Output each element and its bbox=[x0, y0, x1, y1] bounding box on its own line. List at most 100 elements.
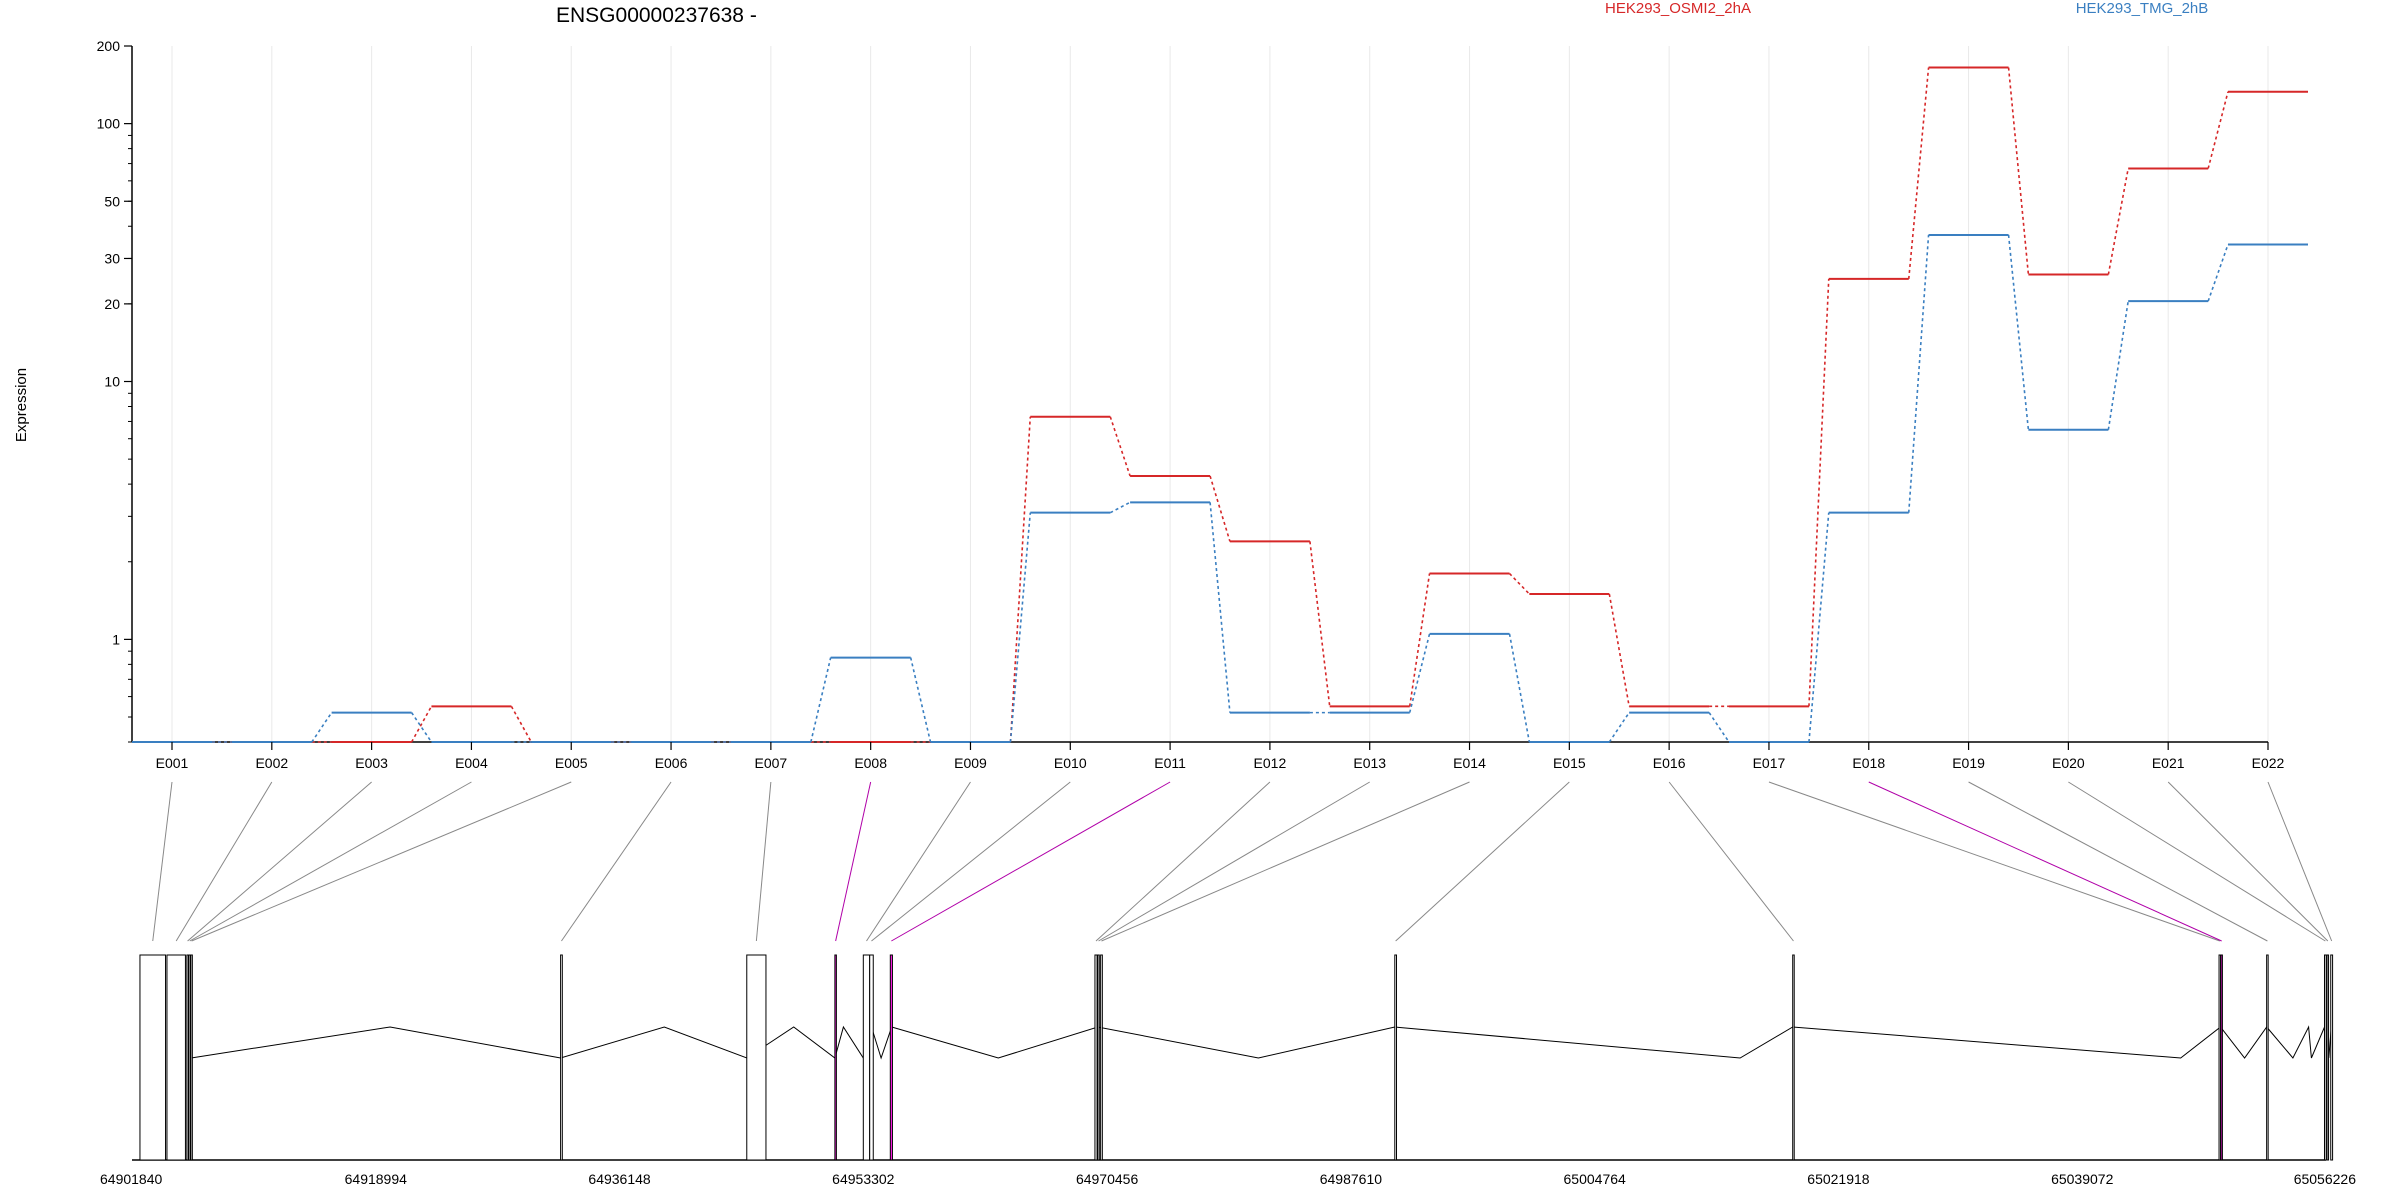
transition-line bbox=[2207, 244, 2229, 302]
genomic-coordinate-label: 64936148 bbox=[588, 1171, 651, 1187]
transition-line bbox=[1608, 593, 1630, 707]
vertical-grid bbox=[171, 46, 2269, 742]
connector-e010 bbox=[871, 781, 1071, 942]
transition-line bbox=[1109, 416, 1131, 477]
exon-label-e022: E022 bbox=[2252, 755, 2285, 771]
exon-box-e020 bbox=[2323, 954, 2327, 1161]
exon-box-e007 bbox=[746, 954, 767, 1161]
transition-line bbox=[2207, 91, 2229, 169]
gene-model bbox=[132, 954, 2334, 1161]
transition-line bbox=[1708, 712, 1730, 743]
exon-label-e004: E004 bbox=[455, 755, 488, 771]
genomic-coordinate-label: 65039072 bbox=[2051, 1171, 2114, 1187]
exon-box-e021 bbox=[2326, 954, 2330, 1161]
transition-line bbox=[1808, 278, 1830, 707]
transition-line bbox=[2007, 67, 2030, 275]
connector-e002 bbox=[175, 781, 273, 942]
chart-title: ENSG00000237638 - bbox=[556, 4, 757, 27]
exon-box-e012 bbox=[1094, 954, 1098, 1161]
y-tick-label: 1 bbox=[112, 631, 120, 647]
connector-e006 bbox=[561, 781, 672, 942]
transition-line bbox=[909, 657, 932, 743]
transition-line bbox=[1508, 633, 1531, 743]
exon-label-e013: E013 bbox=[1353, 755, 1386, 771]
exon-labels: E001 E002 E003 E004 E005 E006 E007 E008 E009 E010… bbox=[156, 742, 2285, 771]
exon-box-e010 bbox=[869, 954, 874, 1161]
exon-box-e015 bbox=[1394, 954, 1398, 1161]
series-1 bbox=[132, 66, 2308, 743]
connector-e017 bbox=[1768, 781, 2220, 942]
exon-box-e001 bbox=[139, 954, 167, 1161]
transition-line bbox=[410, 705, 433, 743]
transition-line bbox=[1209, 475, 1231, 542]
transition-line bbox=[1209, 502, 1231, 713]
connector-e005 bbox=[191, 781, 572, 942]
exon-label-e021: E021 bbox=[2152, 755, 2185, 771]
exon-box-e009 bbox=[862, 954, 871, 1161]
exon-box-e018 bbox=[2220, 954, 2223, 1161]
genomic-coordinate-label: 64953302 bbox=[832, 1171, 895, 1187]
y-tick-label: 10 bbox=[104, 374, 120, 390]
connector-e016 bbox=[1668, 781, 1794, 942]
genomic-coordinate-label: 64970456 bbox=[1076, 1171, 1139, 1187]
connector-e007 bbox=[755, 781, 772, 942]
exon-box-e022 bbox=[2330, 954, 2334, 1161]
exon-label-e012: E012 bbox=[1254, 755, 1287, 771]
exon-label-e005: E005 bbox=[555, 755, 588, 771]
transition-line bbox=[810, 657, 832, 743]
exon-box-e017 bbox=[2218, 954, 2222, 1161]
transition-line bbox=[1808, 512, 1830, 743]
transition-line bbox=[1009, 416, 1032, 743]
series-2 bbox=[132, 233, 2308, 743]
y-tick-label: 20 bbox=[104, 296, 120, 312]
transition-line bbox=[1309, 541, 1331, 707]
transition-line bbox=[1907, 67, 1930, 279]
legend-entry-osmi2: HEK293_OSMI2_2hA bbox=[1605, 0, 1751, 17]
y-axis-label: Expression bbox=[13, 368, 30, 442]
exon-label-e009: E009 bbox=[954, 755, 987, 771]
exon-box-e013 bbox=[1097, 954, 1100, 1161]
genomic-coordinate-label: 65004764 bbox=[1564, 1171, 1627, 1187]
y-tick-label: 100 bbox=[97, 116, 121, 132]
exon-connectors bbox=[152, 781, 2333, 942]
genomic-coordinate-label: 64987610 bbox=[1320, 1171, 1383, 1187]
y-tick-label: 50 bbox=[104, 193, 120, 209]
connector-e015 bbox=[1395, 781, 1570, 942]
genomic-coordinate-label: 64901840 bbox=[100, 1171, 163, 1187]
exon-label-e008: E008 bbox=[854, 755, 887, 771]
transition-line bbox=[311, 712, 333, 743]
connector-e022 bbox=[2267, 781, 2333, 942]
transition-line bbox=[1408, 633, 1431, 713]
connector-e011 bbox=[891, 781, 1171, 942]
transition-line bbox=[1408, 573, 1431, 707]
exon-label-e002: E002 bbox=[255, 755, 288, 771]
genomic-coordinate-label: 64918994 bbox=[345, 1171, 408, 1187]
exon-box-e004 bbox=[188, 954, 191, 1161]
transition-line bbox=[2107, 168, 2129, 275]
exon-label-e011: E011 bbox=[1154, 755, 1186, 771]
y-tick-label: 30 bbox=[104, 250, 120, 266]
connector-e013 bbox=[1098, 781, 1370, 942]
exon-label-e007: E007 bbox=[755, 755, 788, 771]
exon-box-e002 bbox=[166, 954, 186, 1161]
exon-label-e020: E020 bbox=[2052, 755, 2085, 771]
connector-e004 bbox=[189, 781, 472, 942]
connector-e001 bbox=[152, 781, 173, 942]
genomic-coordinates: 64901840 64918994 64936148 64953302 64970456… bbox=[100, 1171, 2356, 1187]
connector-e003 bbox=[187, 781, 372, 942]
genomic-coordinate-label: 65056226 bbox=[2294, 1171, 2357, 1187]
connector-e018 bbox=[1868, 781, 2222, 942]
exon-box-e008 bbox=[834, 954, 837, 1161]
connector-e021 bbox=[2167, 781, 2329, 942]
transition-line bbox=[2107, 300, 2129, 430]
transition-line bbox=[1608, 712, 1630, 743]
legend-entry-tmg: HEK293_TMG_2hB bbox=[2076, 0, 2209, 17]
connector-e019 bbox=[1968, 781, 2268, 942]
exon-label-e006: E006 bbox=[655, 755, 688, 771]
exon-box-e005 bbox=[190, 954, 193, 1161]
exon-label-e001: E001 bbox=[156, 755, 189, 771]
connector-e008 bbox=[835, 781, 872, 942]
exon-label-e010: E010 bbox=[1054, 755, 1087, 771]
intron-line bbox=[191, 1025, 2332, 1060]
